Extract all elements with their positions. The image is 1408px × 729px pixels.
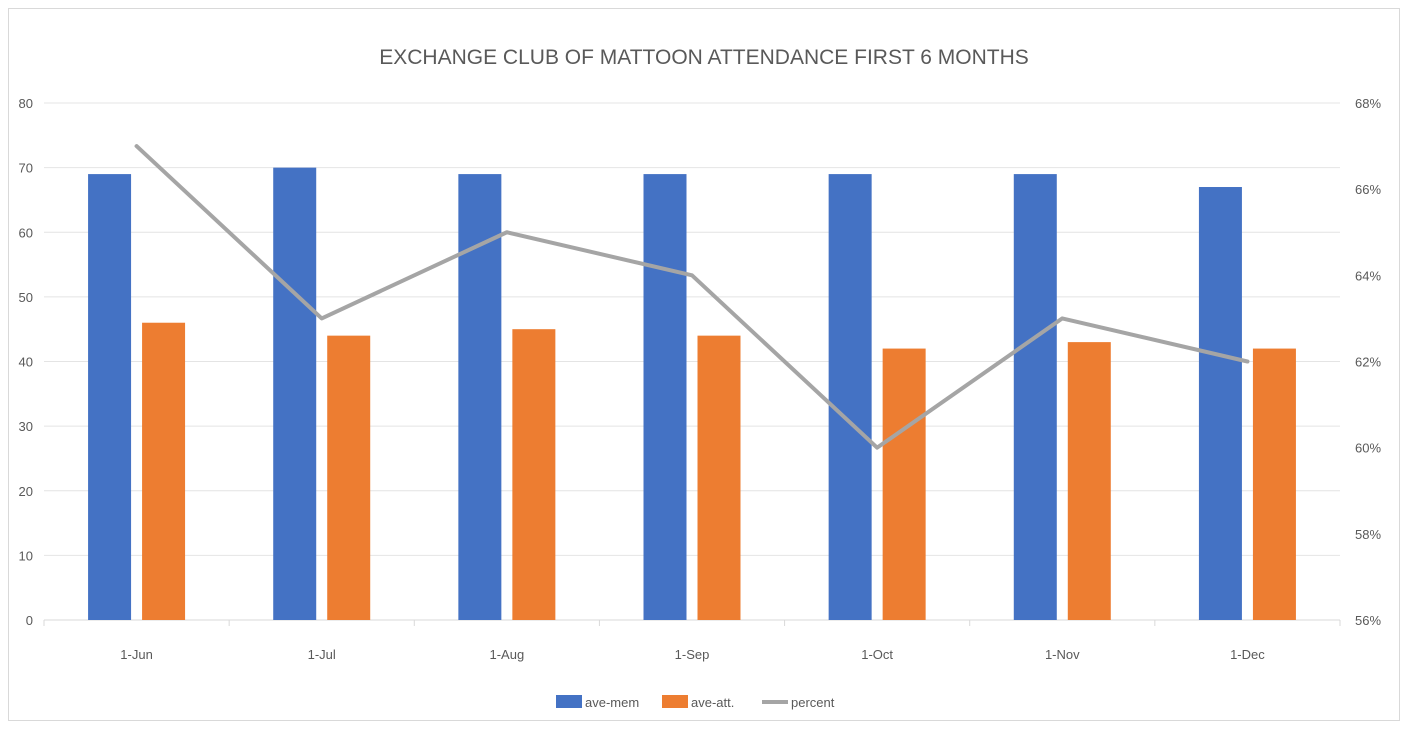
legend-label: ave-att. [691, 695, 734, 710]
bar-ave-att [882, 348, 926, 620]
y2-tick-label: 58% [1355, 527, 1381, 542]
bar-ave-mem [828, 174, 872, 620]
y-tick-label: 10 [19, 548, 33, 563]
line-percent [134, 144, 1250, 450]
x-tick-label: 1-Sep [675, 647, 710, 662]
legend-swatch [556, 695, 582, 708]
y-tick-label: 0 [26, 613, 33, 628]
y2-tick-label: 68% [1355, 96, 1381, 111]
bar-ave-mem [88, 174, 132, 620]
legend-label: percent [791, 695, 835, 710]
bar-ave-mem [273, 167, 317, 620]
chart-title: EXCHANGE CLUB OF MATTOON ATTENDANCE FIRS… [379, 46, 1029, 69]
bar-ave-att [697, 335, 741, 620]
legend-swatch [662, 695, 688, 708]
y2-tick-label: 64% [1355, 268, 1381, 283]
x-axis: 1-Jun 1-Jul 1-Aug 1-Sep 1-Oct 1-Nov 1-Dec [43, 620, 1341, 662]
x-tick-label: 1-Oct [861, 647, 893, 662]
y-tick-label: 20 [19, 484, 33, 499]
bar-ave-mem [643, 174, 687, 620]
y-tick-label: 50 [19, 290, 33, 305]
line-series [134, 144, 1250, 450]
y-tick-label: 70 [19, 161, 33, 176]
y2-tick-label: 56% [1355, 613, 1381, 628]
bar-ave-att [1252, 348, 1296, 620]
bar-ave-att [142, 322, 186, 620]
y-axis-primary: 0 10 20 30 40 50 60 70 80 [19, 96, 33, 628]
y2-tick-label: 60% [1355, 441, 1381, 456]
x-tick-label: 1-Aug [490, 647, 525, 662]
bar-ave-mem [1013, 174, 1057, 620]
y-tick-label: 60 [19, 225, 33, 240]
gridlines [44, 102, 1340, 621]
y-tick-label: 30 [19, 419, 33, 434]
legend: ave-mem ave-att. percent [556, 695, 835, 710]
y2-tick-label: 66% [1355, 182, 1381, 197]
bar-ave-mem [1198, 187, 1242, 620]
y-axis-secondary: 56% 58% 60% 62% 64% 66% 68% [1355, 96, 1381, 628]
y-tick-label: 40 [19, 355, 33, 370]
y-tick-label: 80 [19, 96, 33, 111]
y2-tick-label: 62% [1355, 355, 1381, 370]
bar-ave-mem [458, 174, 502, 620]
bar-series [88, 167, 1296, 620]
bar-ave-att [512, 329, 556, 620]
bar-ave-att [327, 335, 371, 620]
x-tick-label: 1-Jul [308, 647, 336, 662]
x-tick-label: 1-Dec [1230, 647, 1265, 662]
bar-ave-att [1067, 342, 1111, 620]
x-tick-label: 1-Nov [1045, 647, 1080, 662]
legend-label: ave-mem [585, 695, 639, 710]
x-tick-label: 1-Jun [120, 647, 153, 662]
